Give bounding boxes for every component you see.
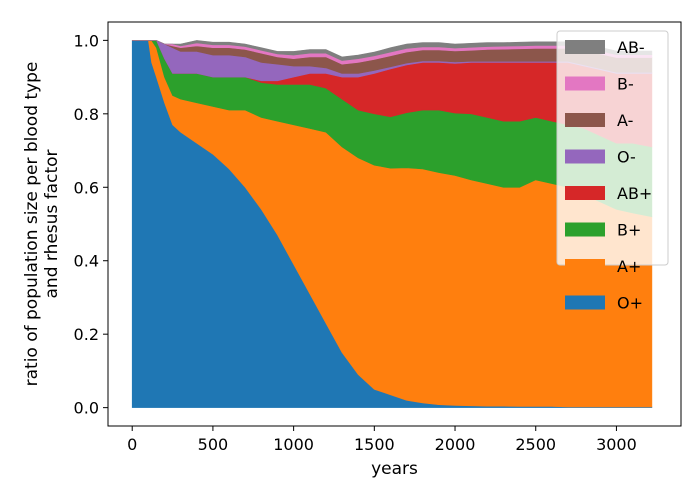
legend-swatch: [565, 113, 605, 127]
legend-label: O+: [617, 294, 643, 313]
y-axis-label-line-2: and rhesus factor: [42, 149, 62, 298]
legend-label: AB-: [617, 38, 645, 57]
plot-frame: [107, 21, 682, 427]
legend: AB- B- A- O- AB+ B+ A+ O+: [556, 30, 669, 313]
y-tick-label: 0.8: [74, 105, 99, 124]
y-tick-label: 0.4: [74, 252, 99, 271]
y-tick-label: 0.2: [74, 325, 99, 344]
legend-swatch: [565, 222, 605, 237]
y-tick-label: 0.0: [74, 399, 99, 418]
x-tick-label: 1500: [354, 435, 395, 454]
x-tick-label: 1000: [273, 435, 314, 454]
x-tick-label: 500: [198, 435, 229, 454]
legend-label: AB+: [617, 184, 652, 203]
legend-label: A+: [617, 257, 641, 276]
legend-swatch: [565, 149, 605, 164]
x-axis-label: years: [371, 459, 418, 479]
x-tick-label: 2000: [435, 435, 476, 454]
x-tick-label: 3000: [596, 435, 637, 454]
x-axis: 0 500 1000 1500 2000 2500 3000: [127, 426, 637, 454]
x-tick-label: 0: [127, 435, 137, 454]
legend-label: B+: [617, 221, 641, 240]
legend-label: A-: [617, 111, 633, 130]
legend-swatch: [565, 295, 605, 310]
legend-label: B-: [617, 75, 634, 94]
legend-swatch: [565, 186, 605, 200]
legend-swatch: [565, 259, 605, 273]
legend-swatch: [565, 40, 605, 54]
legend-swatch: [565, 76, 605, 91]
y-axis: 0.0 0.2 0.4 0.6 0.8 1.0: [74, 31, 108, 418]
y-tick-label: 1.0: [74, 31, 99, 50]
legend-label: O-: [617, 148, 636, 167]
y-axis-label-line-1: ratio of population size per blood type: [22, 62, 42, 387]
y-tick-label: 0.6: [74, 178, 99, 197]
x-tick-label: 2500: [515, 435, 556, 454]
